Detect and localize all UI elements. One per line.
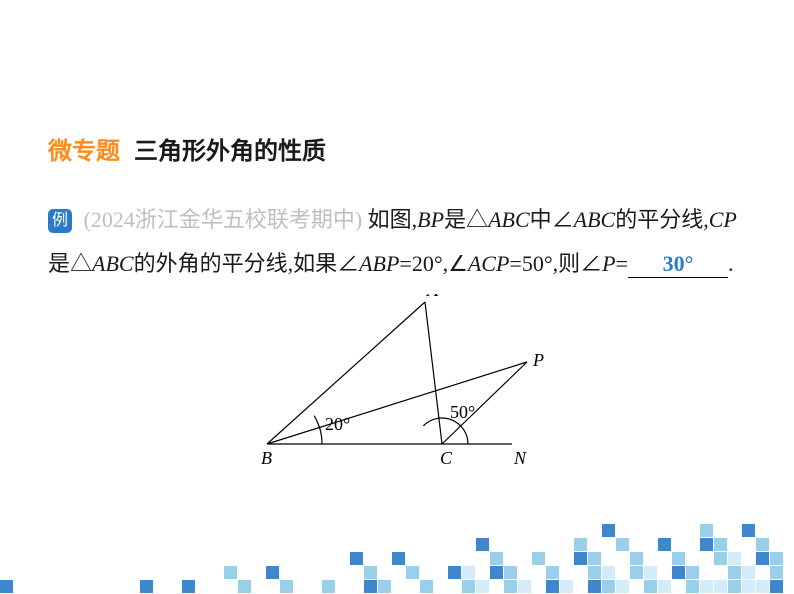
tri-ABC-1: ABC: [488, 207, 530, 232]
section-title: 微专题 三角形外角的性质: [48, 128, 746, 176]
ang-ACP: ACP: [468, 251, 510, 276]
var-BP: BP: [417, 207, 444, 232]
example-source: (2024浙江金华五校联考期中): [84, 207, 363, 232]
t1: 是△: [444, 207, 488, 232]
ang-ABP: ABP: [359, 251, 399, 276]
t4: 是△: [48, 251, 92, 276]
var-P: P: [602, 251, 615, 276]
svg-text:B: B: [261, 448, 272, 464]
text-prefix: 如图,: [368, 207, 418, 232]
svg-text:P: P: [532, 350, 544, 370]
ang-ABC: ABC: [574, 207, 616, 232]
t6: =20°,∠: [399, 251, 467, 276]
t3: 的平分线,: [615, 207, 709, 232]
triangle-figure: 20° 50° A P B C N: [247, 294, 547, 464]
t2: 中∠: [530, 207, 574, 232]
t7: =50°,则∠: [509, 251, 602, 276]
t9: .: [728, 251, 734, 276]
svg-text:C: C: [440, 448, 453, 464]
tri-ABC-2: ABC: [92, 251, 134, 276]
example-badge: 例: [48, 209, 72, 233]
example-block: 例 (2024浙江金华五校联考期中) 如图,BP是△ABC中∠ABC的平分线,C…: [48, 198, 746, 286]
t8: =: [616, 251, 628, 276]
svg-text:N: N: [513, 448, 527, 464]
title-prefix: 微专题: [48, 139, 120, 165]
answer-blank: 30°: [628, 253, 728, 278]
svg-text:20°: 20°: [325, 414, 350, 434]
title-main: 三角形外角的性质: [134, 139, 326, 165]
t5: 的外角的平分线,如果∠: [134, 251, 360, 276]
svg-text:50°: 50°: [450, 402, 475, 422]
svg-text:A: A: [426, 294, 439, 300]
footer-decoration: [0, 524, 794, 594]
slide-content: 微专题 三角形外角的性质 例 (2024浙江金华五校联考期中) 如图,BP是△A…: [0, 0, 794, 464]
var-CP: CP: [709, 207, 737, 232]
